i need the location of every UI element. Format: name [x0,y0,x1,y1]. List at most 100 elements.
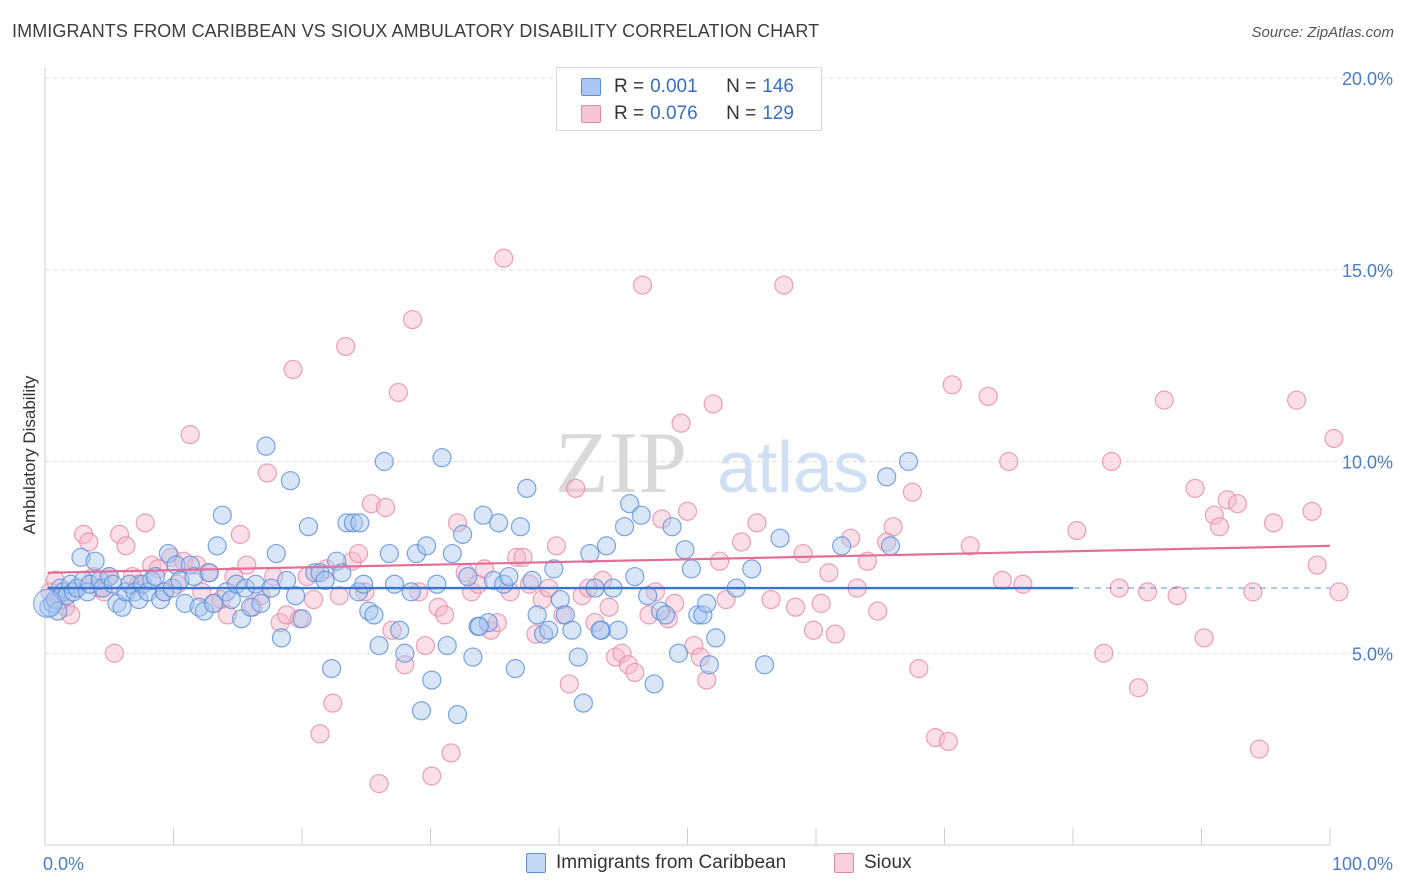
sioux-point [79,532,99,552]
sioux-point [526,624,546,644]
caribbean-point [483,570,504,590]
sioux-point [1249,739,1269,759]
sioux-point [382,620,402,640]
sioux-point [1324,428,1344,449]
sioux-point [703,394,723,414]
caribbean-point [447,705,468,725]
legend-swatch-blue [526,853,546,873]
sioux-point [671,413,691,433]
caribbean-point [644,674,664,694]
sioux-point [447,513,468,533]
sioux-point [1227,494,1248,514]
caribbean-point [662,517,682,537]
sioux-point [559,674,579,694]
sioux-point [422,766,442,786]
sioux-point [960,536,980,556]
caribbean-point [374,451,394,472]
caribbean-point [321,658,342,679]
sioux-point [942,375,962,395]
sioux-point [481,620,501,640]
legend-r-value: 0.001 [650,76,698,97]
watermark-zip: ZIP [555,415,687,512]
y-tick-labels: 5.0% 10.0% 15.0% 20.0% [1342,69,1393,664]
caribbean-point [590,620,610,640]
legend-n-label: N = [726,76,757,97]
sioux-point [1329,582,1349,602]
caribbean-point [395,643,415,663]
sioux-point [902,482,922,502]
caribbean-point [453,524,473,544]
chart-title: IMMIGRANTS FROM CARIBBEAN VS SIOUX AMBUL… [12,21,820,41]
caribbean-point [458,566,478,587]
caribbean-point [638,586,658,606]
sioux-point [618,655,638,675]
caribbean-point [650,601,671,621]
sioux-point [1154,390,1174,410]
caribbean-point [315,570,335,590]
sioux-point [652,509,672,529]
caribbean-point [71,547,91,567]
sioux-point [217,605,238,625]
caribbean-point [527,605,547,625]
legend-r-label: R = [614,76,645,97]
sioux-point [793,543,813,564]
sioux-point [180,425,200,445]
sioux-point [883,517,903,537]
caribbean-point [681,559,701,579]
sioux-point [909,658,929,679]
caribbean-point [221,589,241,610]
sioux-point [599,597,619,617]
legend-r-label: R = [614,103,645,124]
caribbean-point [85,551,105,571]
sioux-point [257,463,277,483]
caribbean-point [522,570,542,590]
sioux-point [1286,390,1307,410]
caribbean-point [880,536,901,556]
legend-r-value: 0.076 [650,103,698,124]
caribbean-point [251,593,271,613]
caribbean-point [469,616,489,637]
caribbean-point [406,543,426,564]
correlation-legend: R = 0.001 N = 146 R = 0.076 N = 129 [556,67,822,131]
caribbean-point [271,628,292,648]
caribbean-point [417,536,437,556]
caribbean-point [675,540,695,560]
caribbean-point [285,586,306,606]
sioux-point [224,566,244,587]
sioux-point [868,601,888,621]
caribbean-point [369,635,389,656]
sioux-point [999,451,1019,472]
caribbean-point [832,536,852,556]
caribbean-point [184,566,204,587]
legend-row-sioux: R = 0.076 N = 129 [581,103,794,125]
y-axis-label: Ambulatory Disability [20,375,39,534]
caribbean-point [533,624,554,644]
sioux-point [803,620,824,640]
legend-swatch-blue [581,78,601,96]
caribbean-point [401,582,421,602]
x-tick-label: 100.0% [1332,854,1393,874]
caribbean-point [199,563,220,583]
caribbean-point [699,655,719,675]
legend-n-value: 146 [762,76,794,97]
sioux-point [684,635,704,656]
caribbean-point [489,513,509,533]
series-legend: Immigrants from Caribbean Sioux [0,852,1406,876]
caribbean-point [158,543,178,564]
caribbean-point [207,536,227,556]
caribbean-point [697,593,717,613]
sioux-point [825,624,845,644]
sioux-point [819,563,839,583]
y-tick-label: 5.0% [1352,644,1393,664]
caribbean-point [379,543,399,564]
caribbean-point [266,543,286,564]
sioux-point [109,524,130,544]
sioux-point [441,743,461,763]
sioux-point [428,597,448,617]
sioux-point [731,532,752,552]
sioux-point [697,670,717,690]
caribbean-point [544,559,564,579]
caribbean-point [175,593,195,613]
caribbean-point [354,574,374,594]
